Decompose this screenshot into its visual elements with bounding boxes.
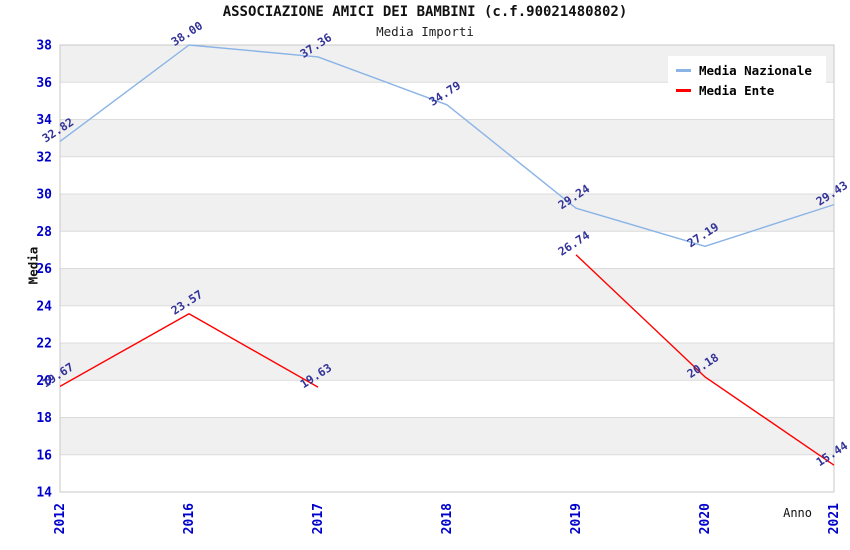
y-tick-label: 14 [36, 486, 52, 501]
y-tick-label: 34 [36, 113, 52, 128]
y-tick-label: 38 [36, 39, 52, 54]
data-label: 38.00 [168, 18, 205, 49]
data-label: 26.74 [555, 228, 592, 259]
x-tick-label: 2018 [440, 503, 455, 534]
band [60, 119, 834, 157]
series-line-1 [59, 313, 319, 388]
y-tick-label: 18 [36, 411, 52, 426]
band [60, 417, 834, 455]
data-label: 19.67 [39, 360, 76, 391]
series-line-0 [59, 44, 835, 248]
chart-subtitle: Media Importi [376, 24, 474, 39]
x-tick-label: 2016 [182, 503, 197, 534]
y-axis-title: Media [25, 246, 41, 285]
legend: Media Nazionale Media Ente [668, 56, 826, 104]
band [60, 343, 834, 381]
plot-border [59, 44, 835, 493]
y-tick-label: 16 [36, 448, 52, 463]
media-ente-line-marker-icon [676, 88, 691, 92]
y-tick-label: 32 [36, 150, 52, 165]
x-tick-label: 2021 [827, 503, 842, 534]
band [60, 194, 834, 232]
x-tick-label: 2020 [698, 503, 713, 534]
legend-label: Media Ente [699, 82, 775, 98]
y-tick-label: 30 [36, 188, 52, 203]
y-tick-label: 20 [36, 374, 52, 389]
y-tick-label: 26 [36, 262, 52, 277]
x-tick-label: 2012 [53, 503, 68, 534]
legend-label: Media Nazionale [699, 62, 812, 78]
y-tick-label: 24 [36, 299, 52, 314]
x-axis-title: Anno [783, 506, 812, 520]
chart-title: ASSOCIAZIONE AMICI DEI BAMBINI (c.f.9002… [222, 4, 628, 20]
y-tick-label: 36 [36, 76, 52, 91]
x-tick-label: 2019 [569, 503, 584, 534]
y-tick-label: 28 [36, 225, 52, 240]
legend-item-media-nazionale: Media Nazionale [676, 60, 826, 80]
y-tick-label: 22 [36, 337, 52, 352]
series-line-1 [575, 254, 835, 466]
band [60, 268, 834, 306]
media-nazionale-line-marker-icon [676, 68, 691, 72]
legend-item-media-ente: Media Ente [676, 80, 826, 100]
x-tick-label: 2017 [311, 503, 326, 534]
